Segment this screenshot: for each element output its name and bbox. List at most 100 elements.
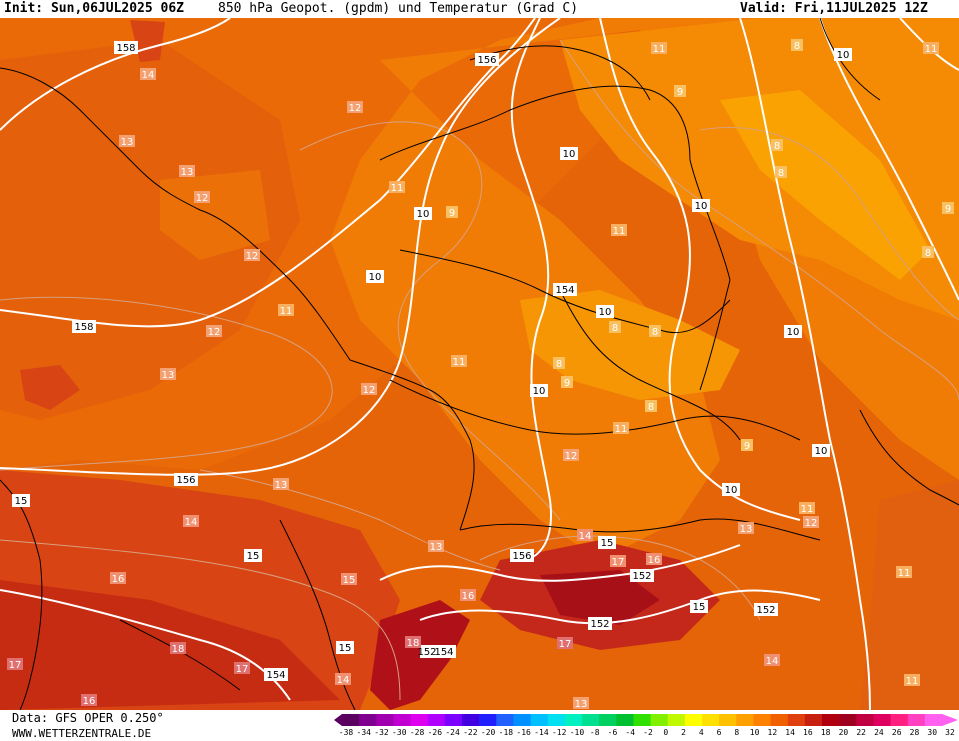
scale-swatch <box>376 714 394 726</box>
svg-text:10: 10 <box>725 485 738 496</box>
svg-text:14: 14 <box>337 675 350 686</box>
scale-label: -22 <box>463 728 478 737</box>
temp-label: 12 <box>206 325 222 338</box>
svg-text:152: 152 <box>417 647 436 658</box>
isotherms <box>0 39 959 701</box>
svg-text:154: 154 <box>266 670 285 681</box>
temp-label: 11 <box>904 674 920 687</box>
temp-label: 12 <box>563 449 579 462</box>
scale-label: -32 <box>374 728 389 737</box>
scale-label: -20 <box>480 728 496 737</box>
temp-label: 11 <box>923 42 939 55</box>
temp-label: 8 <box>922 246 934 259</box>
scale-swatch <box>530 714 549 726</box>
svg-text:8: 8 <box>925 248 931 259</box>
svg-text:13: 13 <box>430 542 443 553</box>
scale-label: 18 <box>820 728 831 737</box>
svg-text:9: 9 <box>744 441 750 452</box>
scale-swatch <box>787 714 806 726</box>
scale-label: -34 <box>356 728 371 737</box>
svg-text:11: 11 <box>925 44 938 55</box>
color-scale-labels: -38 -34 -32 -30 -28 -26 -24 -22 -20 -18 -16 -14 -12-… <box>338 728 958 740</box>
color-scale-bar <box>334 714 958 726</box>
temp-label: 12 <box>347 101 363 114</box>
svg-text:11: 11 <box>653 44 666 55</box>
scale-swatch <box>616 714 634 726</box>
temp-label: 14 <box>335 673 351 686</box>
gp-label-158-nw: 158 <box>114 41 138 54</box>
scale-swatch <box>684 714 703 726</box>
svg-text:10: 10 <box>533 386 546 397</box>
scale-label: 0 <box>663 728 669 737</box>
svg-text:9: 9 <box>945 204 951 215</box>
scale-swatch <box>736 714 754 726</box>
svg-text:18: 18 <box>172 644 185 655</box>
scale-arrow-right <box>942 714 958 726</box>
temp-label: 8 <box>645 400 657 413</box>
temperature-field-warm-spot <box>20 365 80 410</box>
svg-text:10: 10 <box>837 50 850 61</box>
scale-swatch <box>393 714 412 726</box>
temp-label: 11 <box>896 566 912 579</box>
gp-label-154-c: 154 <box>553 283 577 296</box>
temp-label: 14 <box>764 654 780 667</box>
svg-text:16: 16 <box>83 696 96 707</box>
gp-label-10-h: 10 <box>530 384 548 397</box>
svg-text:14: 14 <box>142 70 155 81</box>
gp-label-152-b: 152 <box>754 603 778 616</box>
scale-swatch <box>564 714 583 726</box>
scale-swatch <box>582 714 600 726</box>
gp-label-10-g: 10 <box>784 325 802 338</box>
gp-label-10-j: 10 <box>722 483 740 496</box>
scale-label: -28 <box>409 728 425 737</box>
scale-swatch <box>924 714 943 726</box>
scale-label: -14 <box>534 728 549 737</box>
scale-label: 16 <box>803 728 813 737</box>
gp-label-15-a: 15 <box>12 494 30 507</box>
scale-label: -24 <box>445 728 460 737</box>
temp-label: 16 <box>81 694 97 707</box>
svg-text:13: 13 <box>740 524 753 535</box>
scale-label: -38 <box>338 728 354 737</box>
scale-label: 12 <box>767 728 778 737</box>
weather-map: 158 156 156 158 156 154 154 154 152 152 … <box>0 18 959 710</box>
scale-label: 32 <box>945 728 955 737</box>
svg-text:8: 8 <box>648 402 654 413</box>
svg-text:152: 152 <box>632 571 651 582</box>
svg-text:14: 14 <box>185 517 198 528</box>
gp-label-15-b: 15 <box>244 549 262 562</box>
scale-label: -12 <box>551 728 567 737</box>
temp-label: 15 <box>341 573 357 586</box>
svg-text:12: 12 <box>349 103 362 114</box>
scale-swatch <box>427 714 446 726</box>
svg-text:8: 8 <box>652 327 658 338</box>
temp-label: 16 <box>646 553 662 566</box>
svg-text:8: 8 <box>774 141 780 152</box>
scale-swatch <box>753 714 772 726</box>
gp-label-154-sw: 154 <box>264 668 288 681</box>
svg-text:11: 11 <box>615 424 628 435</box>
svg-text:10: 10 <box>417 209 430 220</box>
scale-label: -2 <box>643 728 653 737</box>
svg-text:158: 158 <box>74 322 93 333</box>
scale-label: 2 <box>681 728 686 737</box>
map-canvas: 158 156 156 158 156 154 154 154 152 152 … <box>0 18 959 710</box>
gp-label-10-f: 10 <box>596 305 614 318</box>
temperature-field-west-cool <box>160 170 270 260</box>
temp-label: 18 <box>170 642 186 655</box>
svg-text:10: 10 <box>787 327 800 338</box>
temp-label: 8 <box>771 139 783 152</box>
temp-label: 18 <box>405 636 421 649</box>
scale-label: 4 <box>698 728 704 737</box>
svg-text:154: 154 <box>555 285 574 296</box>
svg-text:11: 11 <box>801 504 814 515</box>
scale-label: -26 <box>427 728 443 737</box>
temp-label: 11 <box>613 422 629 435</box>
gp-label-10-a: 10 <box>834 48 852 61</box>
scale-label: 30 <box>927 728 938 737</box>
svg-text:13: 13 <box>575 699 588 710</box>
svg-text:11: 11 <box>906 676 919 687</box>
gp-label-15-e: 15 <box>336 641 354 654</box>
scale-swatch <box>479 714 497 726</box>
svg-text:15: 15 <box>601 538 614 549</box>
